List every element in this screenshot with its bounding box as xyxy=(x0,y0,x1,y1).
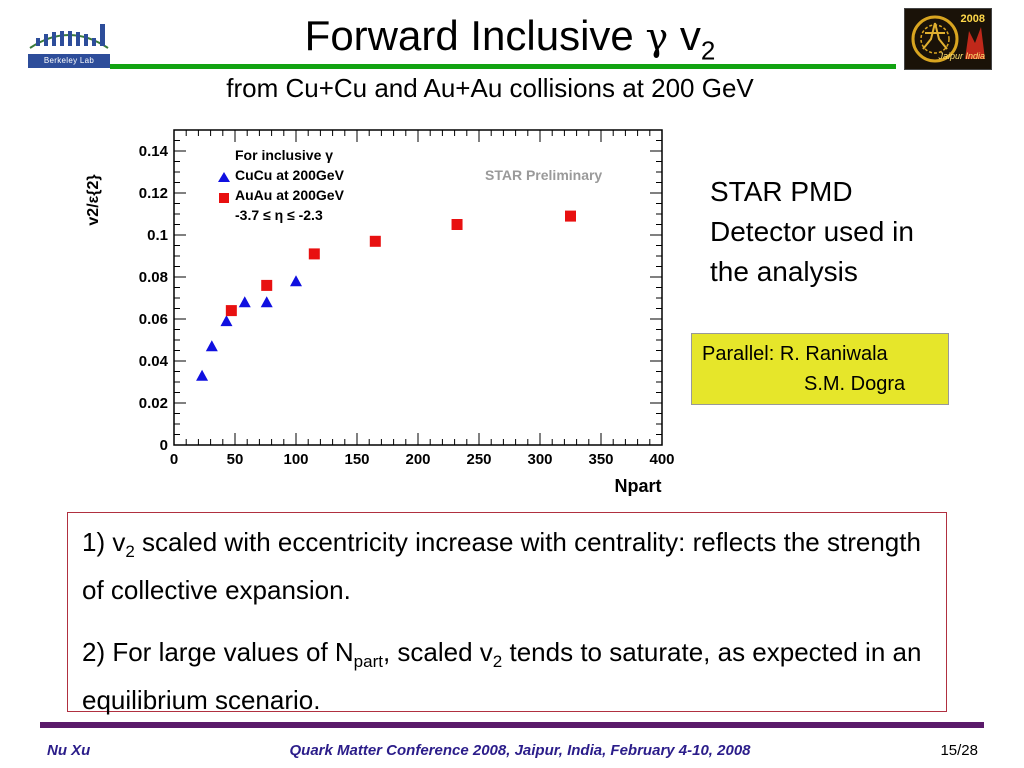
dancer-emblem-icon xyxy=(911,15,985,63)
footer-conference: Quark Matter Conference 2008, Jaipur, In… xyxy=(289,742,751,759)
y-axis-label: v2/ε{2} xyxy=(85,174,102,225)
conference-year: 2008 xyxy=(960,13,985,25)
footer-divider xyxy=(40,722,984,728)
x-tick-label: 300 xyxy=(527,451,552,468)
auau-data-point xyxy=(369,235,381,247)
summary-text: tends to saturate, as expected in an equ… xyxy=(82,637,922,716)
slide-subtitle: from Cu+Cu and Au+Au collisions at 200 G… xyxy=(226,73,754,103)
title-divider xyxy=(110,64,896,69)
y-tick-label: 0.04 xyxy=(139,353,169,370)
slide-title: Forward Inclusive γ v2 xyxy=(120,12,900,74)
legend-title: For inclusive γ xyxy=(235,147,333,163)
cucu-data-point xyxy=(260,296,273,308)
auau-data-point xyxy=(565,210,576,222)
title-text: Forward Inclusive xyxy=(304,12,646,59)
summary-text: scaled with eccentricity increase with c… xyxy=(82,527,921,606)
cucu-data-point xyxy=(205,340,218,352)
y-tick-label: 0.12 xyxy=(139,185,168,202)
summary-point-1: 1) v2 scaled with eccentricity increase … xyxy=(82,523,932,609)
page-number: 15/28 xyxy=(940,742,978,759)
y-tick-label: 0.02 xyxy=(139,395,168,412)
y-tick-label: 0.08 xyxy=(139,269,168,286)
parallel-line-2: S.M. Dogra xyxy=(804,373,906,395)
lab-building-icon xyxy=(29,24,109,49)
auau-data-point xyxy=(308,248,320,260)
summary-text: 1) v xyxy=(82,527,126,557)
summary-subscript: part xyxy=(353,652,383,672)
conference-city: Jaipur India xyxy=(938,51,985,61)
x-tick-label: 0 xyxy=(170,451,178,468)
auau-data-point xyxy=(261,279,273,291)
summary-text: , scaled v xyxy=(382,637,493,667)
parallel-talk-box: Parallel: R. Raniwala S.M. Dogra xyxy=(691,333,949,405)
cucu-data-point xyxy=(196,369,209,381)
y-tick-label: 0.06 xyxy=(139,311,168,328)
x-tick-label: 150 xyxy=(344,451,369,468)
title-gamma: γ xyxy=(645,15,669,59)
axis-ticks xyxy=(173,129,663,446)
x-tick-label: 400 xyxy=(649,451,674,468)
summary-point-2: 2) For large values of Npart, scaled v2 … xyxy=(82,633,932,719)
footer-author: Nu Xu xyxy=(47,742,91,759)
x-tick-label: 350 xyxy=(588,451,613,468)
legend-auau-label: AuAu at 200GeV xyxy=(235,187,345,203)
data-points xyxy=(196,210,576,381)
y-tick-label: 0.14 xyxy=(139,143,169,160)
cucu-data-point xyxy=(220,315,233,327)
pmd-detector-note: STAR PMD Detector used in the analysis xyxy=(710,172,990,292)
legend-auau-marker xyxy=(219,193,229,203)
berkeley-lab-logo: Berkeley Lab xyxy=(28,18,110,68)
pmd-note-line: STAR PMD xyxy=(710,176,853,207)
lab-logo-text: Berkeley Lab xyxy=(28,54,110,68)
legend-cucu-label: CuCu at 200GeV xyxy=(235,167,345,183)
x-tick-label: 50 xyxy=(227,451,244,468)
auau-data-point xyxy=(451,219,463,230)
y-tick-labels: 0 0.02 0.04 0.06 0.08 0.1 0.12 0.14 xyxy=(139,143,169,454)
pmd-note-line: the analysis xyxy=(710,256,858,287)
watermark: STAR Preliminary xyxy=(485,167,602,183)
cucu-data-point xyxy=(238,296,251,308)
summary-box: 1) v2 scaled with eccentricity increase … xyxy=(67,512,947,715)
summary-text: 2) For large values of N xyxy=(82,637,354,667)
parallel-line-1: Parallel: R. Raniwala xyxy=(702,343,888,365)
summary-subscript: 2 xyxy=(125,542,135,562)
v2-vs-npart-chart: 0 50 100 150 200 250 300 350 400 0 0.02 0.04 0.06 0.… xyxy=(85,129,675,496)
x-tick-label: 250 xyxy=(466,451,491,468)
x-tick-label: 100 xyxy=(283,451,308,468)
x-tick-labels: 0 50 100 150 200 250 300 350 400 xyxy=(170,451,675,468)
summary-subscript: 2 xyxy=(492,652,503,672)
title-subscript: 2 xyxy=(700,35,716,66)
legend-cucu-marker xyxy=(218,172,230,182)
cucu-data-point xyxy=(290,275,302,287)
x-axis-label: Npart xyxy=(614,476,661,496)
title-v: v xyxy=(668,12,701,59)
conference-logo: 2008 Jaipur India xyxy=(904,8,992,70)
auau-data-point xyxy=(225,305,237,317)
legend-eta-cut: -3.7 ≤ η ≤ -2.3 xyxy=(235,207,323,223)
x-tick-label: 200 xyxy=(405,451,430,468)
y-tick-label: 0 xyxy=(160,437,168,454)
pmd-note-line: Detector used in xyxy=(710,216,914,247)
y-tick-label: 0.1 xyxy=(147,227,168,244)
